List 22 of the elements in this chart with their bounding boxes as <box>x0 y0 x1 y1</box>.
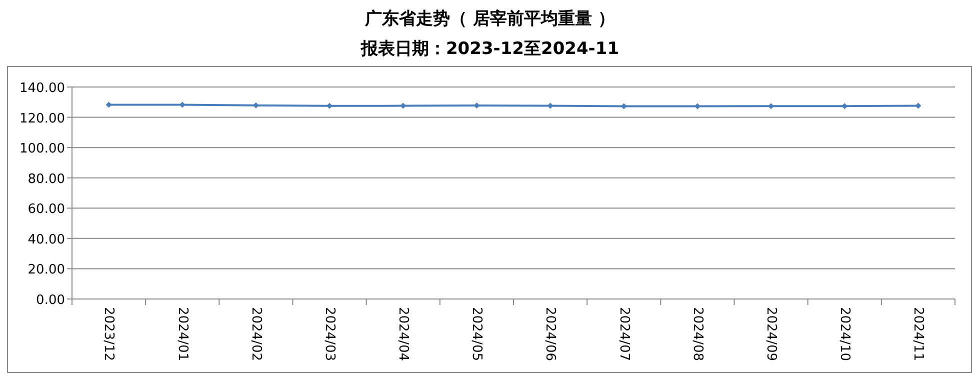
x-tick-label: 2024/02 <box>248 307 264 362</box>
x-tick-label: 2024/11 <box>910 307 926 362</box>
y-tick-label: 80.00 <box>28 172 65 187</box>
x-tick-label: 2024/06 <box>542 307 558 362</box>
x-tick-label: 2024/05 <box>469 307 484 362</box>
y-tick-label: 100.00 <box>20 142 65 157</box>
x-tick-label: 2024/03 <box>322 307 337 362</box>
x-tick-label: 2024/07 <box>616 307 632 362</box>
y-tick-label: 120.00 <box>20 111 65 126</box>
x-tick-label: 2024/10 <box>837 307 852 362</box>
y-tick-label: 140.00 <box>20 81 65 96</box>
y-tick-label: 40.00 <box>28 232 65 248</box>
x-tick-label: 2024/01 <box>174 307 190 362</box>
x-tick-label: 2024/04 <box>396 307 411 362</box>
subtitle: 报表日期：2023-12至2024-11 <box>360 39 620 59</box>
y-tick-label: 60.00 <box>28 202 65 218</box>
title: 广东省走势（ 居宰前平均重量 ） <box>365 9 615 29</box>
y-tick-label: 0.00 <box>36 293 65 308</box>
y-tick-label: 20.00 <box>28 262 65 278</box>
x-tick-label: 2024/08 <box>690 307 705 362</box>
x-tick-label: 2024/09 <box>763 307 778 362</box>
x-tick-label: 2023/12 <box>101 307 116 362</box>
